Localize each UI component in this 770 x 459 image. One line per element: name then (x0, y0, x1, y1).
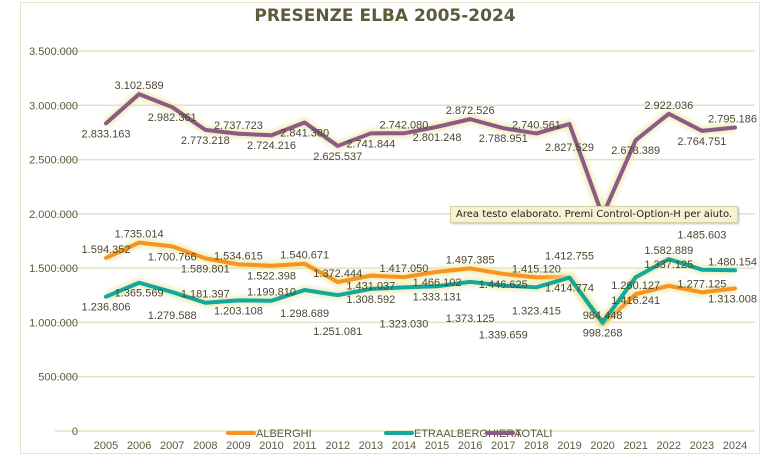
x-tick-label: 2021 (623, 440, 647, 452)
data-label: 2.982.361 (148, 112, 197, 124)
x-tick-label: 2013 (359, 440, 383, 452)
data-label: 1.181.397 (181, 289, 230, 301)
data-label: 1.277.125 (677, 278, 726, 290)
data-label: 1.416.241 (611, 295, 660, 307)
data-label: 1.466.102 (413, 277, 462, 289)
data-label: 1.373.125 (446, 313, 495, 325)
x-tick-label: 2014 (392, 440, 416, 452)
data-label: 1.412.755 (545, 251, 594, 263)
x-tick-label: 2023 (690, 440, 714, 452)
data-label: 2.788.951 (479, 133, 528, 145)
x-tick-label: 2015 (425, 440, 449, 452)
data-label: 1.313.008 (708, 293, 757, 305)
data-label: 2.678.389 (611, 145, 660, 157)
data-label: 1.485.603 (677, 230, 726, 242)
data-label: 2.724.216 (247, 140, 296, 152)
x-tick-label: 2020 (590, 440, 614, 452)
x-tick-label: 2010 (259, 440, 283, 452)
data-label: 984.448 (583, 310, 623, 322)
data-label: 1.589.801 (181, 263, 230, 275)
data-label: 1.199.810 (247, 287, 296, 299)
data-label: 1.260.127 (611, 280, 660, 292)
data-label: 2.833.163 (82, 128, 131, 140)
data-label: 1.337.125 (644, 259, 693, 271)
x-tick-label: 2009 (226, 440, 250, 452)
data-label: 1.323.415 (512, 305, 561, 317)
data-label: 1.480.154 (708, 256, 757, 268)
data-label: 2.801.248 (413, 132, 462, 144)
data-label: 1.365.569 (115, 288, 164, 300)
series-line-totali (104, 92, 737, 218)
data-label: 2.741.844 (346, 138, 395, 150)
data-label: 1.323.030 (379, 318, 428, 330)
chart-title: PRESENZE ELBA 2005-2024 (254, 6, 516, 26)
data-label: 2.841.380 (280, 128, 329, 140)
legend-label: TOTALI (515, 428, 553, 440)
data-label: 1.203.108 (214, 305, 263, 317)
x-tick-label: 2008 (193, 440, 217, 452)
chart-area (20, 2, 760, 454)
data-label: 2.737.723 (214, 120, 263, 132)
x-tick-label: 2022 (657, 440, 681, 452)
x-tick-label: 2024 (723, 440, 747, 452)
data-label: 1.417.050 (379, 263, 428, 275)
data-label: 1.522.398 (247, 271, 296, 283)
data-label: 1.446.625 (479, 279, 528, 291)
data-label: 2.872.526 (446, 105, 495, 117)
y-tick-label: 3.000.000 (29, 100, 78, 112)
data-label: 1.251.081 (313, 326, 362, 338)
data-label: 3.102.589 (115, 80, 164, 92)
x-tick-label: 2006 (127, 440, 151, 452)
x-tick-label: 2012 (325, 440, 349, 452)
data-label: 2.764.751 (677, 136, 726, 148)
data-label: 2.922.036 (644, 100, 693, 112)
data-label: 1.540.671 (280, 250, 329, 262)
y-tick-label: 3.500.000 (29, 46, 78, 58)
data-label: 1.582.889 (644, 245, 693, 257)
tooltip: Area testo elaborato. Premi Control-Opti… (450, 206, 739, 223)
data-label: 1.534.615 (214, 250, 263, 262)
data-label: 1.236.806 (82, 302, 131, 314)
x-tick-label: 2016 (458, 440, 482, 452)
x-tick-label: 2018 (524, 440, 548, 452)
y-tick-label: 2.500.000 (29, 155, 78, 167)
x-tick-label: 2005 (94, 440, 118, 452)
x-tick-label: 2017 (491, 440, 515, 452)
data-label: 1.372.444 (313, 268, 362, 280)
y-tick-label: 0 (72, 426, 78, 438)
data-label: 1.415.120 (512, 263, 561, 275)
series-line-alberghi (104, 240, 737, 327)
data-label: 2.827.529 (545, 142, 594, 154)
data-label: 2.740.561 (512, 119, 561, 131)
data-label: 998.268 (583, 328, 623, 340)
data-label: 2.795.186 (708, 114, 757, 126)
x-tick-label: 2011 (293, 440, 317, 452)
y-tick-label: 500.000 (38, 372, 78, 384)
data-label: 1.735.014 (115, 229, 164, 241)
data-label: 1.298.689 (280, 308, 329, 320)
data-label: 1.497.385 (446, 254, 495, 266)
data-label: 1.279.588 (148, 310, 197, 322)
data-label: 2.742.080 (379, 119, 428, 131)
data-label: 1.414.774 (545, 282, 594, 294)
y-tick-label: 1.500.000 (29, 263, 78, 275)
y-tick-label: 1.000.000 (29, 317, 78, 329)
x-tick-label: 2007 (160, 440, 184, 452)
data-label: 1.339.659 (479, 330, 528, 342)
data-label: 2.773.218 (181, 135, 230, 147)
legend-label: ALBERGHI (256, 428, 312, 440)
data-label: 1.308.592 (346, 294, 395, 306)
y-tick-label: 2.000.000 (29, 209, 78, 221)
data-label: 1.700.766 (148, 251, 197, 263)
data-label: 1.431.037 (346, 281, 395, 293)
series-line-etraalberghiera (104, 257, 737, 325)
data-label: 1.333.131 (413, 291, 462, 303)
x-tick-label: 2019 (557, 440, 581, 452)
data-label: 1.594.352 (82, 244, 131, 256)
data-label: 2.625.537 (313, 151, 362, 163)
